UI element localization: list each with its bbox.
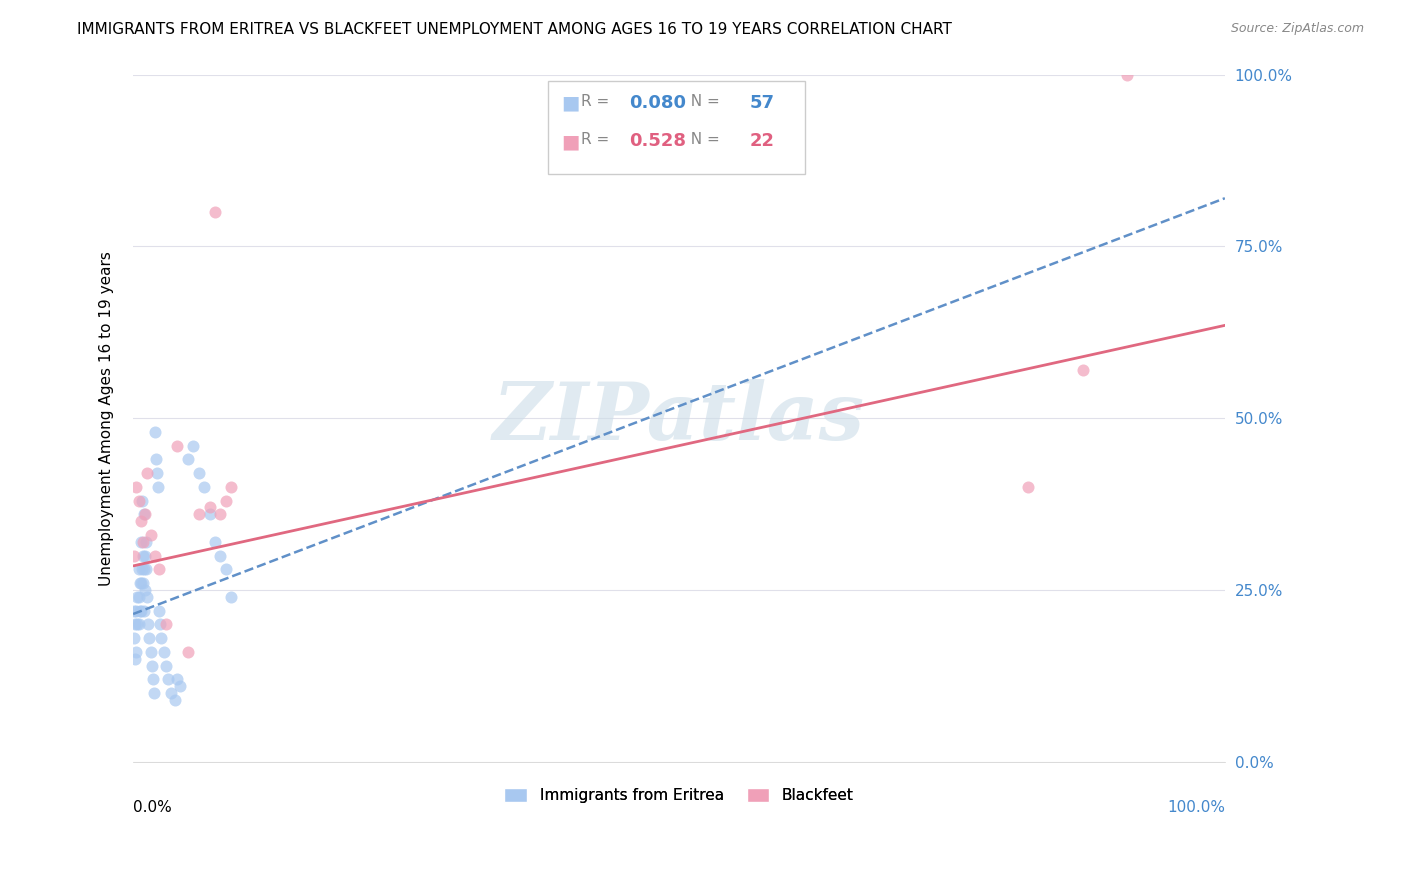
- Point: [148, 480, 170, 494]
- Point: [215, 493, 238, 508]
- Point: [142, 686, 165, 700]
- Point: [124, 651, 146, 665]
- Legend: Immigrants from Eritrea, Blackfeet: Immigrants from Eritrea, Blackfeet: [498, 781, 859, 809]
- Point: [132, 604, 155, 618]
- Point: [148, 604, 170, 618]
- Point: [149, 617, 172, 632]
- Point: [129, 604, 152, 618]
- Point: [132, 576, 155, 591]
- Point: [135, 534, 157, 549]
- Point: [1115, 68, 1137, 82]
- Point: [181, 439, 204, 453]
- Point: [138, 617, 160, 632]
- Point: [193, 480, 215, 494]
- Text: ■: ■: [561, 132, 579, 152]
- Point: [221, 480, 243, 494]
- Point: [128, 590, 150, 604]
- Point: [152, 645, 174, 659]
- Point: [127, 590, 149, 604]
- Point: [139, 645, 162, 659]
- Point: [204, 534, 226, 549]
- Point: [141, 658, 163, 673]
- Point: [122, 631, 145, 645]
- Point: [215, 562, 238, 576]
- Point: [132, 508, 155, 522]
- Point: [124, 617, 146, 632]
- Point: [134, 549, 156, 563]
- Point: [198, 508, 221, 522]
- Point: [150, 631, 173, 645]
- Point: [128, 493, 150, 508]
- Point: [127, 617, 149, 632]
- Text: 100.0%: 100.0%: [1167, 799, 1225, 814]
- Point: [138, 631, 160, 645]
- Point: [198, 500, 221, 515]
- Point: [134, 508, 156, 522]
- Point: [143, 425, 166, 439]
- Text: 0.080: 0.080: [628, 94, 686, 112]
- Text: 22: 22: [749, 132, 775, 151]
- Point: [132, 534, 155, 549]
- Point: [187, 466, 209, 480]
- Point: [139, 528, 162, 542]
- Text: N =: N =: [681, 94, 724, 109]
- Point: [129, 576, 152, 591]
- Text: IMMIGRANTS FROM ERITREA VS BLACKFEET UNEMPLOYMENT AMONG AGES 16 TO 19 YEARS CORR: IMMIGRANTS FROM ERITREA VS BLACKFEET UNE…: [77, 22, 952, 37]
- Point: [166, 439, 188, 453]
- Text: R =: R =: [581, 132, 614, 147]
- Point: [128, 617, 150, 632]
- Bar: [548, 81, 804, 174]
- Point: [131, 493, 153, 508]
- Point: [142, 673, 165, 687]
- Point: [146, 466, 169, 480]
- Point: [1071, 363, 1094, 377]
- Point: [129, 534, 152, 549]
- Point: [131, 562, 153, 576]
- Point: [143, 549, 166, 563]
- Point: [187, 508, 209, 522]
- Point: [1017, 480, 1039, 494]
- Point: [128, 562, 150, 576]
- Text: ■: ■: [561, 94, 579, 112]
- Point: [176, 645, 198, 659]
- Text: ZIPatlas: ZIPatlas: [494, 379, 865, 457]
- Point: [135, 562, 157, 576]
- Point: [204, 205, 226, 219]
- Point: [122, 604, 145, 618]
- Point: [136, 466, 159, 480]
- Text: Source: ZipAtlas.com: Source: ZipAtlas.com: [1230, 22, 1364, 36]
- Point: [160, 686, 183, 700]
- Point: [169, 679, 191, 693]
- Point: [125, 480, 148, 494]
- Point: [129, 514, 152, 528]
- Text: R =: R =: [581, 94, 614, 109]
- Point: [128, 604, 150, 618]
- Point: [125, 645, 148, 659]
- Point: [221, 590, 243, 604]
- Point: [122, 549, 145, 563]
- Point: [155, 658, 177, 673]
- Point: [134, 582, 156, 597]
- Text: 57: 57: [749, 94, 775, 112]
- Point: [166, 673, 188, 687]
- Point: [136, 590, 159, 604]
- Point: [209, 508, 232, 522]
- Text: 0.0%: 0.0%: [134, 799, 172, 814]
- Point: [176, 452, 198, 467]
- Text: N =: N =: [681, 132, 724, 147]
- Point: [128, 576, 150, 591]
- Point: [163, 693, 186, 707]
- Point: [157, 673, 180, 687]
- Point: [132, 562, 155, 576]
- Point: [155, 617, 177, 632]
- Y-axis label: Unemployment Among Ages 16 to 19 years: Unemployment Among Ages 16 to 19 years: [100, 251, 114, 585]
- Point: [132, 549, 155, 563]
- Point: [209, 549, 232, 563]
- Point: [145, 452, 167, 467]
- Point: [125, 604, 148, 618]
- Point: [148, 562, 170, 576]
- Text: 0.528: 0.528: [628, 132, 686, 151]
